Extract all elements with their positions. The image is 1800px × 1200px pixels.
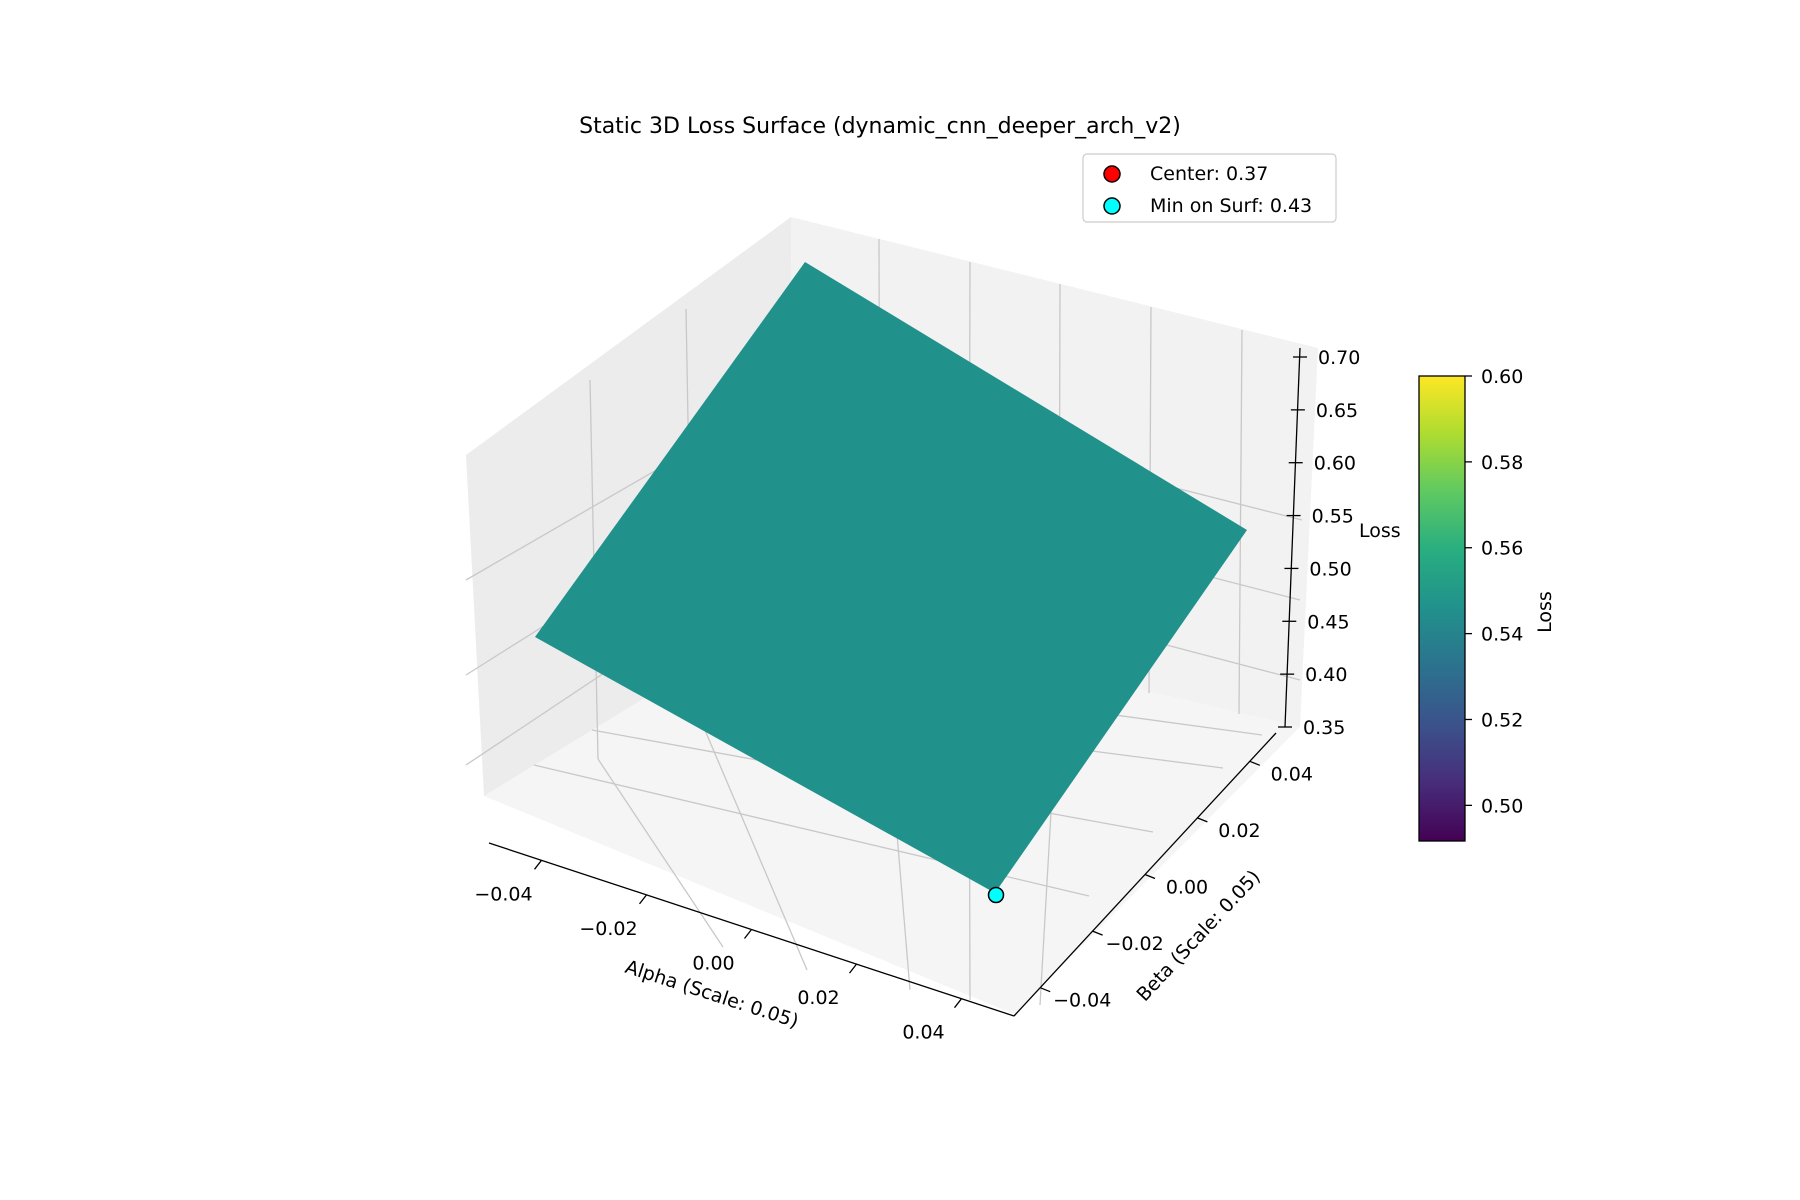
z-axis-label: Loss bbox=[1359, 520, 1401, 542]
z-tick-label: 0.35 bbox=[1303, 717, 1345, 739]
legend-marker-min bbox=[1103, 197, 1121, 215]
z-axis-ticks: 0.35 0.40 0.45 0.50 0.55 0.60 0.65 0.70 bbox=[1278, 347, 1360, 739]
grid-line bbox=[597, 758, 724, 948]
x-tick-mark bbox=[953, 998, 963, 1009]
x-tick-mark bbox=[743, 929, 753, 939]
y-tick-mark bbox=[1039, 987, 1051, 993]
legend-label-min: Min on Surf: 0.43 bbox=[1150, 195, 1312, 217]
z-axis-line bbox=[1284, 347, 1301, 728]
grid-line bbox=[692, 701, 808, 971]
chart-title: Static 3D Loss Surface (dynamic_cnn_deep… bbox=[579, 114, 1181, 139]
colorbar-tick-label: 0.58 bbox=[1481, 452, 1523, 474]
x-tick-label: −0.02 bbox=[579, 918, 637, 940]
y-tick-label: 0.02 bbox=[1218, 820, 1260, 842]
y-tick-label: 0.04 bbox=[1271, 763, 1313, 785]
z-tick-label: 0.45 bbox=[1307, 611, 1349, 633]
y-tick-mark bbox=[1249, 760, 1261, 766]
colorbar-label: Loss bbox=[1534, 591, 1556, 633]
colorbar-tick-label: 0.50 bbox=[1481, 795, 1523, 817]
z-tick-label: 0.40 bbox=[1305, 664, 1347, 686]
colorbar-frame bbox=[1418, 375, 1466, 842]
x-axis-ticks: −0.04 −0.02 0.00 0.02 0.04 bbox=[474, 859, 963, 1044]
legend-label-center: Center: 0.37 bbox=[1150, 163, 1268, 185]
colorbar-tick-label: 0.52 bbox=[1481, 709, 1523, 731]
y-tick-label: −0.02 bbox=[1105, 933, 1163, 955]
y-tick-mark bbox=[1144, 873, 1156, 880]
min-on-surface-point bbox=[987, 886, 1005, 904]
colorbar-tick-label: 0.54 bbox=[1481, 624, 1523, 646]
loss-surface bbox=[535, 262, 1247, 893]
colorbar-gradient bbox=[1419, 376, 1465, 841]
legend-marker-center bbox=[1103, 165, 1121, 183]
colorbar: 0.50 0.52 0.54 0.56 0.58 0.60 Loss bbox=[1418, 366, 1556, 842]
colorbar-tick-label: 0.56 bbox=[1481, 538, 1523, 560]
y-axis-ticks: −0.04 −0.02 0.00 0.02 0.04 bbox=[1039, 760, 1313, 1012]
x-tick-mark bbox=[533, 859, 543, 870]
x-tick-label: 0.04 bbox=[902, 1022, 944, 1044]
y-tick-label: −0.04 bbox=[1053, 990, 1111, 1012]
x-tick-label: 0.00 bbox=[692, 953, 734, 975]
legend-box bbox=[1082, 153, 1337, 223]
z-tick-label: 0.60 bbox=[1314, 453, 1356, 475]
legend: Center: 0.37 Min on Surf: 0.43 bbox=[1082, 153, 1337, 223]
x-tick-label: −0.04 bbox=[474, 883, 532, 905]
colorbar-ticks: 0.50 0.52 0.54 0.56 0.58 0.60 bbox=[1465, 366, 1523, 817]
z-tick-label: 0.50 bbox=[1309, 558, 1351, 580]
colorbar-tick-label: 0.60 bbox=[1481, 366, 1523, 388]
z-tick-label: 0.65 bbox=[1316, 400, 1358, 422]
y-tick-mark bbox=[1092, 930, 1103, 936]
y-tick-label: 0.00 bbox=[1166, 877, 1208, 899]
x-tick-label: 0.02 bbox=[797, 987, 839, 1009]
grid-line bbox=[1238, 329, 1243, 715]
x-tick-mark bbox=[848, 963, 858, 974]
z-tick-label: 0.70 bbox=[1318, 347, 1360, 369]
z-tick-label: 0.55 bbox=[1312, 506, 1354, 528]
x-tick-mark bbox=[638, 894, 648, 905]
y-tick-mark bbox=[1197, 817, 1208, 823]
